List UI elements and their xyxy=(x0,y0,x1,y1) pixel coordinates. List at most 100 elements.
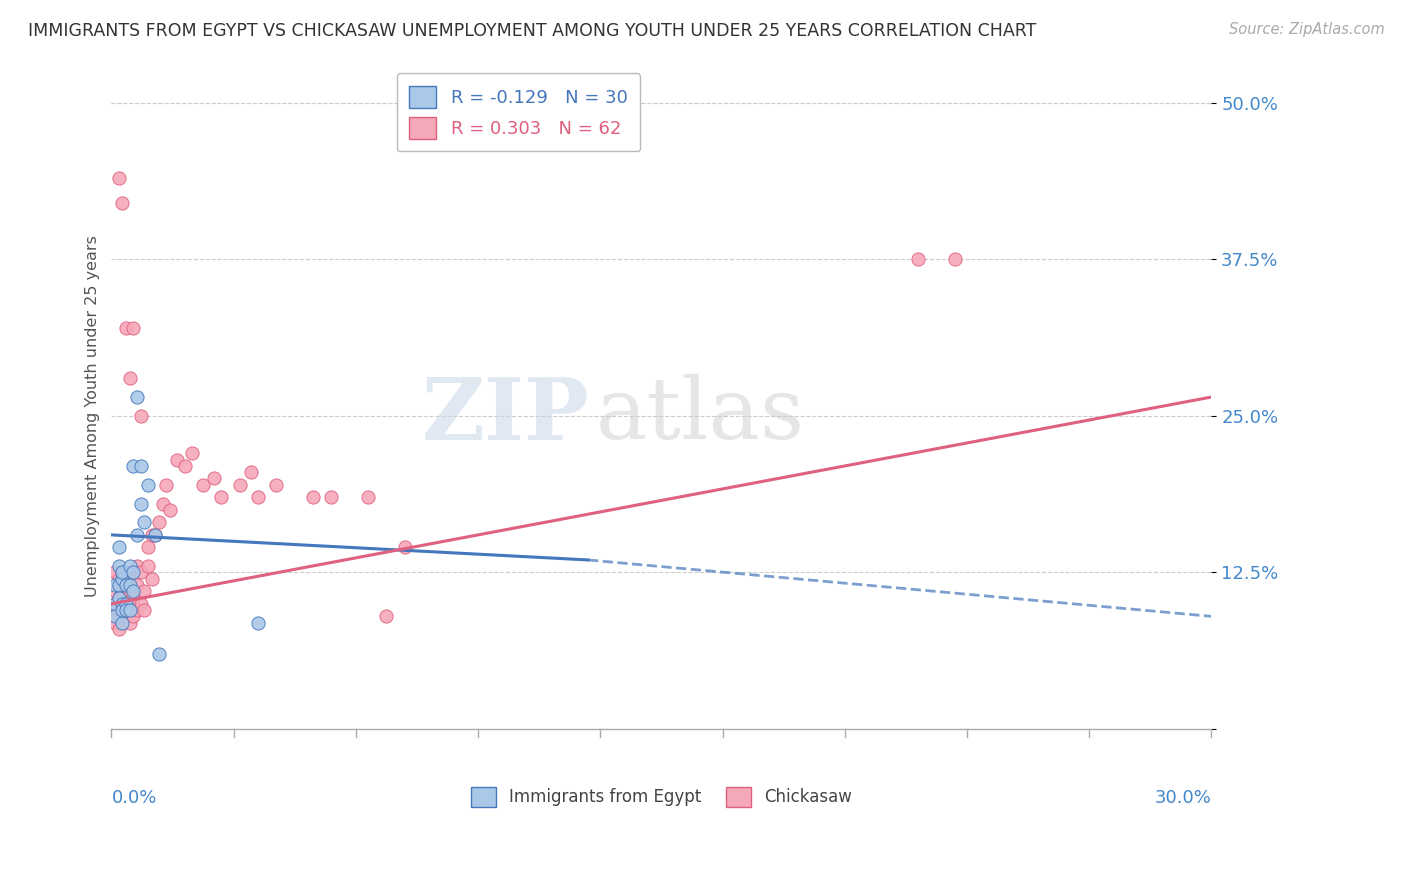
Point xyxy=(129,409,152,423)
Point xyxy=(118,615,141,630)
Text: 0.0%: 0.0% xyxy=(111,789,157,807)
Point xyxy=(159,503,181,517)
Point xyxy=(129,566,152,580)
Point xyxy=(122,566,145,580)
Text: atlas: atlas xyxy=(595,375,804,458)
Point xyxy=(141,572,163,586)
Point xyxy=(107,622,129,636)
Point xyxy=(104,597,127,611)
Point xyxy=(122,591,145,605)
Point xyxy=(107,578,129,592)
Point xyxy=(115,597,138,611)
Point xyxy=(239,465,262,479)
Point xyxy=(148,516,170,530)
Point xyxy=(129,458,152,473)
Point xyxy=(104,597,127,611)
Point xyxy=(145,528,167,542)
Point xyxy=(122,321,145,335)
Point xyxy=(136,477,159,491)
Point xyxy=(111,566,134,580)
Legend: Immigrants from Egypt, Chickasaw: Immigrants from Egypt, Chickasaw xyxy=(464,780,859,814)
Point xyxy=(202,471,225,485)
Point xyxy=(129,597,152,611)
Text: Source: ZipAtlas.com: Source: ZipAtlas.com xyxy=(1229,22,1385,37)
Point xyxy=(148,647,170,661)
Point xyxy=(191,477,214,491)
Point xyxy=(111,603,134,617)
Point xyxy=(173,458,195,473)
Point xyxy=(247,490,270,504)
Point xyxy=(122,584,145,599)
Point xyxy=(107,591,129,605)
Point xyxy=(122,609,145,624)
Point xyxy=(107,541,129,555)
Point xyxy=(247,615,270,630)
Point xyxy=(104,615,127,630)
Point xyxy=(357,490,380,504)
Point xyxy=(104,603,127,617)
Point xyxy=(115,321,138,335)
Text: 30.0%: 30.0% xyxy=(1154,789,1212,807)
Point xyxy=(125,390,148,404)
Point xyxy=(125,528,148,542)
Point xyxy=(115,603,138,617)
Point xyxy=(107,559,129,574)
Point xyxy=(107,591,129,605)
Point xyxy=(129,497,152,511)
Point xyxy=(118,591,141,605)
Point xyxy=(394,541,416,555)
Point xyxy=(118,578,141,592)
Point xyxy=(107,572,129,586)
Point xyxy=(145,528,167,542)
Point xyxy=(375,609,398,624)
Point xyxy=(125,603,148,617)
Point xyxy=(107,603,129,617)
Point xyxy=(115,578,138,592)
Point xyxy=(155,477,177,491)
Point xyxy=(115,578,138,592)
Point xyxy=(125,559,148,574)
Point xyxy=(104,609,127,624)
Y-axis label: Unemployment Among Youth under 25 years: Unemployment Among Youth under 25 years xyxy=(86,235,100,597)
Point xyxy=(111,597,134,611)
Point xyxy=(152,497,174,511)
Point xyxy=(107,609,129,624)
Point xyxy=(111,578,134,592)
Point xyxy=(266,477,288,491)
Point xyxy=(125,578,148,592)
Text: ZIP: ZIP xyxy=(422,374,591,458)
Point xyxy=(907,252,929,267)
Point xyxy=(118,566,141,580)
Point xyxy=(104,578,127,592)
Point xyxy=(122,458,145,473)
Point xyxy=(104,566,127,580)
Point xyxy=(115,597,138,611)
Point xyxy=(181,446,204,460)
Point xyxy=(107,170,129,185)
Point xyxy=(111,609,134,624)
Point xyxy=(302,490,325,504)
Point xyxy=(111,591,134,605)
Point xyxy=(134,603,156,617)
Point xyxy=(111,615,134,630)
Point xyxy=(136,559,159,574)
Point xyxy=(166,452,188,467)
Point xyxy=(118,559,141,574)
Text: IMMIGRANTS FROM EGYPT VS CHICKASAW UNEMPLOYMENT AMONG YOUTH UNDER 25 YEARS CORRE: IMMIGRANTS FROM EGYPT VS CHICKASAW UNEMP… xyxy=(28,22,1036,40)
Point xyxy=(111,566,134,580)
Point xyxy=(229,477,252,491)
Point xyxy=(321,490,343,504)
Point xyxy=(943,252,966,267)
Point xyxy=(136,541,159,555)
Point xyxy=(209,490,232,504)
Point xyxy=(118,603,141,617)
Point xyxy=(115,603,138,617)
Point xyxy=(111,572,134,586)
Point xyxy=(118,371,141,385)
Point xyxy=(118,584,141,599)
Point xyxy=(141,528,163,542)
Point xyxy=(134,516,156,530)
Point xyxy=(111,195,134,210)
Point xyxy=(134,584,156,599)
Point xyxy=(104,584,127,599)
